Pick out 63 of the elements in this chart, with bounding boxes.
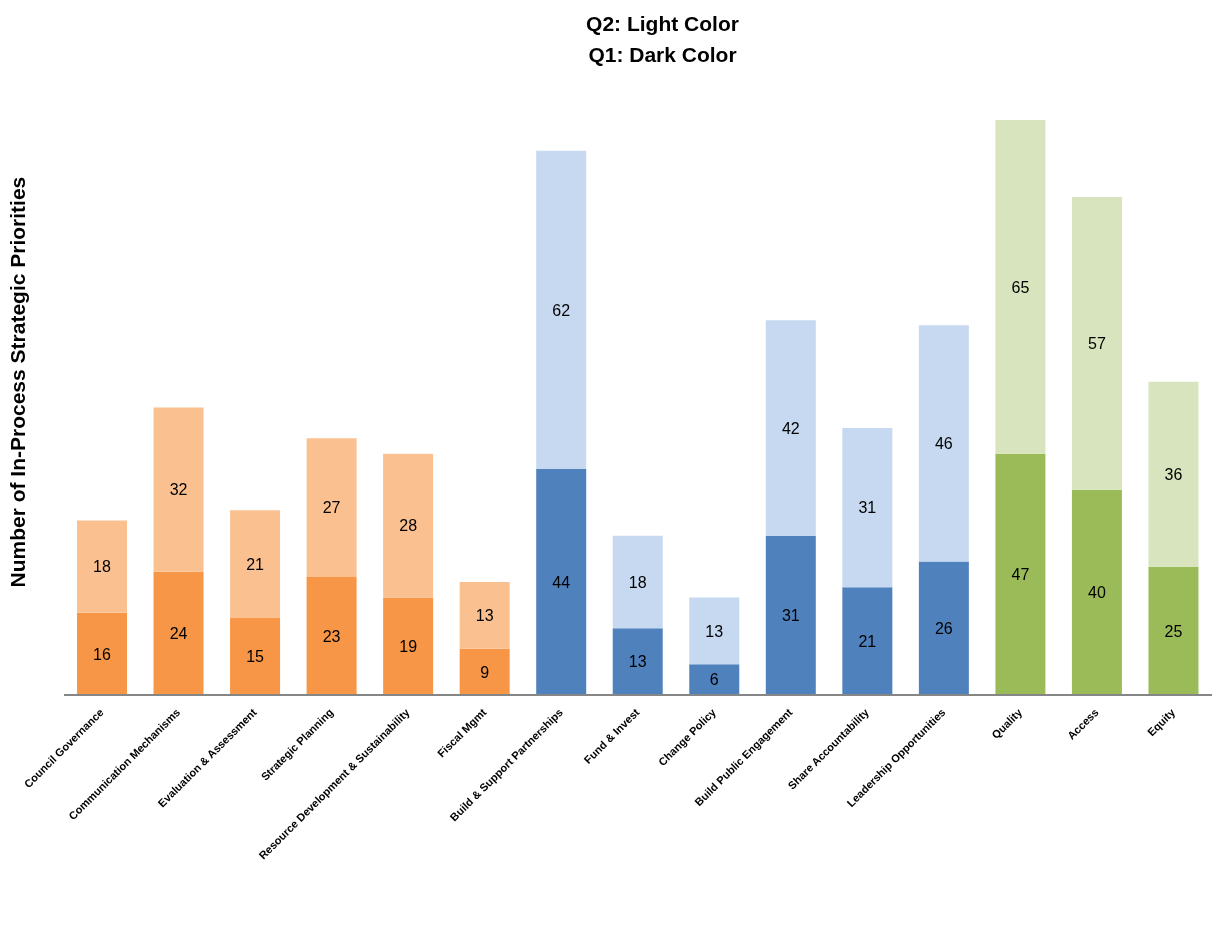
data-label: 21 <box>246 555 265 573</box>
data-label: 32 <box>169 481 188 499</box>
bar <box>995 120 1046 454</box>
bar <box>995 453 1046 695</box>
data-label: 44 <box>552 573 571 591</box>
data-label: 18 <box>93 558 111 576</box>
data-label: 13 <box>628 653 647 671</box>
data-label: 19 <box>399 637 418 655</box>
bar <box>459 648 510 695</box>
bar <box>689 664 740 695</box>
bar <box>1071 489 1122 695</box>
data-label: 21 <box>858 632 877 650</box>
bar <box>459 582 510 649</box>
data-label: 23 <box>322 627 341 645</box>
bar <box>1071 197 1122 490</box>
chart-subtitle: Q1: Dark Color <box>587 42 738 68</box>
bar <box>153 407 204 572</box>
bar <box>612 628 663 695</box>
bar <box>918 325 969 562</box>
bar <box>153 571 204 695</box>
data-label: 9 <box>480 663 490 681</box>
bar <box>765 320 816 536</box>
data-label: 65 <box>1011 278 1030 296</box>
bar <box>77 612 127 695</box>
data-label: 31 <box>781 607 800 625</box>
data-label: 28 <box>399 517 418 535</box>
bar <box>230 617 281 695</box>
y-axis-title: Number of In-Process Strategic Priorities <box>6 176 30 588</box>
data-label: 13 <box>705 622 724 640</box>
data-label: 6 <box>709 671 719 689</box>
data-label: 36 <box>1164 465 1183 483</box>
bar <box>1148 566 1199 695</box>
data-label: 13 <box>475 607 494 625</box>
data-label: 47 <box>1011 566 1030 584</box>
bar <box>383 453 434 598</box>
data-label: 24 <box>169 625 188 643</box>
data-label: 25 <box>1164 622 1183 640</box>
bar <box>842 587 893 695</box>
bar <box>536 150 587 470</box>
bar <box>230 510 281 618</box>
data-label: 62 <box>552 301 571 319</box>
data-label: 42 <box>781 419 800 437</box>
bar <box>689 597 740 665</box>
data-label: 40 <box>1088 584 1106 601</box>
bar <box>842 428 893 588</box>
bar <box>383 597 434 695</box>
bar <box>765 535 816 695</box>
data-label: 26 <box>934 619 953 637</box>
data-label: 57 <box>1088 335 1106 353</box>
bar <box>77 520 127 613</box>
bar <box>536 469 587 695</box>
bar <box>612 535 663 629</box>
data-label: 31 <box>858 499 877 517</box>
data-label: 16 <box>93 645 111 663</box>
chart-title: Q2: Light Color <box>585 11 740 37</box>
data-label: 46 <box>934 435 953 453</box>
data-label: 15 <box>246 648 265 666</box>
bar <box>1148 381 1199 567</box>
data-label: 27 <box>322 499 341 517</box>
bar <box>306 576 357 695</box>
bar <box>918 561 969 695</box>
bar <box>306 438 357 577</box>
data-label: 18 <box>628 573 647 591</box>
